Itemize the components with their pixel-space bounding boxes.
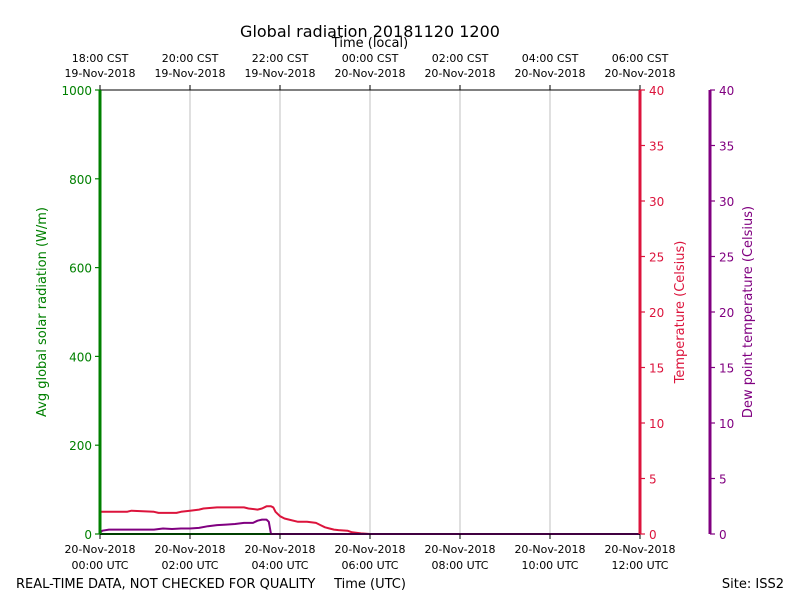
x-tick-label-time: 12:00 UTC: [611, 559, 668, 572]
dewpoint-series-line: [99, 518, 640, 535]
site-label: Site: ISS2: [722, 577, 784, 592]
radiation-tick-label: 600: [69, 262, 92, 276]
chart-title: Global radiation 20181120 1200: [240, 22, 500, 41]
radiation-axis-title: Avg global solar radiation (W/m): [35, 207, 50, 417]
x-axis-title: Time (UTC): [333, 577, 406, 592]
top-tick-label-time: 00:00 CST: [342, 52, 399, 65]
x-tick-label-date: 20-Nov-2018: [154, 543, 225, 556]
dewpoint-tick-label: 15: [719, 362, 734, 376]
x-tick-label-date: 20-Nov-2018: [244, 543, 315, 556]
temperature-tick-label: 40: [649, 84, 664, 98]
top-tick-label-time: 18:00 CST: [72, 52, 129, 65]
x-tick-label-date: 20-Nov-2018: [424, 543, 495, 556]
quality-note: REAL-TIME DATA, NOT CHECKED FOR QUALITY: [16, 577, 315, 592]
top-tick-label-date: 20-Nov-2018: [514, 67, 585, 80]
temperature-axis-title: Temperature (Celsius): [673, 241, 688, 385]
top-tick-label-time: 06:00 CST: [612, 52, 669, 65]
dewpoint-tick-label: 20: [719, 306, 734, 320]
top-tick-label-time: 20:00 CST: [162, 52, 219, 65]
x-tick-label-time: 02:00 UTC: [161, 559, 218, 572]
top-tick-label-date: 19-Nov-2018: [64, 67, 135, 80]
dewpoint-tick-label: 40: [719, 84, 734, 98]
top-tick-label-date: 20-Nov-2018: [604, 67, 675, 80]
temperature-tick-label: 15: [649, 362, 664, 376]
temperature-tick-label: 5: [649, 473, 657, 487]
x-tick-label-date: 20-Nov-2018: [604, 543, 675, 556]
temperature-tick-label: 10: [649, 417, 664, 431]
x-tick-label-date: 20-Nov-2018: [514, 543, 585, 556]
radiation-tick-label: 0: [84, 528, 92, 542]
top-tick-label-time: 02:00 CST: [432, 52, 489, 65]
temperature-tick-label: 25: [649, 251, 664, 265]
grid-lines: [189, 90, 551, 534]
top-tick-label-date: 20-Nov-2018: [424, 67, 495, 80]
x-tick-label-time: 00:00 UTC: [71, 559, 128, 572]
x-tick-label-time: 08:00 UTC: [431, 559, 488, 572]
temperature-tick-label: 0: [649, 528, 657, 542]
dewpoint-tick-label: 35: [719, 140, 734, 154]
x-tick-label-time: 04:00 UTC: [251, 559, 308, 572]
temperature-series-line: [100, 505, 640, 535]
x-tick-label-time: 06:00 UTC: [341, 559, 398, 572]
top-tick-label-date: 20-Nov-2018: [334, 67, 405, 80]
x-tick-label-date: 20-Nov-2018: [64, 543, 135, 556]
axes: 20-Nov-2018 00:00 UTC 18:00 CST 19-Nov-2018…: [61, 52, 734, 572]
temperature-tick-label: 35: [649, 140, 664, 154]
dewpoint-tick-label: 25: [719, 251, 734, 265]
temperature-tick-label: 20: [649, 306, 664, 320]
top-tick-label-date: 19-Nov-2018: [244, 67, 315, 80]
top-axis-title: Time (local): [331, 36, 408, 51]
top-tick-label-date: 19-Nov-2018: [154, 67, 225, 80]
temperature-tick-label: 30: [649, 195, 664, 209]
x-tick-label-date: 20-Nov-2018: [334, 543, 405, 556]
dewpoint-tick-label: 30: [719, 195, 734, 209]
dewpoint-tick-label: 5: [719, 473, 727, 487]
top-tick-label-time: 04:00 CST: [522, 52, 579, 65]
top-tick-label-time: 22:00 CST: [252, 52, 309, 65]
radiation-tick-label: 1000: [61, 84, 92, 98]
radiation-tick-label: 200: [69, 439, 92, 453]
dewpoint-tick-label: 0: [719, 528, 727, 542]
dewpoint-axis-title: Dew point temperature (Celsius): [741, 206, 756, 418]
radiation-tick-label: 400: [69, 350, 92, 364]
dewpoint-tick-label: 10: [719, 417, 734, 431]
x-tick-label-time: 10:00 UTC: [521, 559, 578, 572]
radiation-tick-label: 800: [69, 173, 92, 187]
